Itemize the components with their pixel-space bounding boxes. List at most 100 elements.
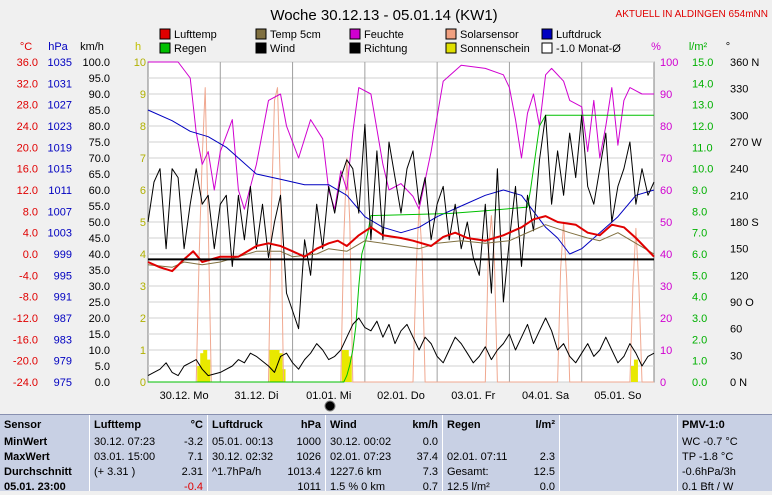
rain-tick-11: 4.0 [692, 292, 707, 304]
legend-swatch-5 [159, 42, 171, 54]
kmh-tick-19: 5.0 [95, 361, 110, 373]
sensor-column: Sensor MinWert MaxWert Durchschnitt 05.0… [0, 415, 88, 493]
current-link[interactable]: AKTUELL IN ALDINGEN 654mNN [616, 9, 768, 20]
rain-tick-7: 8.0 [692, 206, 707, 218]
hpa-tick-9: 999 [54, 249, 72, 261]
unit-hpa: hPa [48, 41, 68, 53]
temp-tick-5: 16.0 [17, 164, 38, 176]
kmh-tick-13: 35.0 [89, 265, 110, 277]
hpa-tick-12: 987 [54, 313, 72, 325]
h-tick-7: 3 [140, 281, 146, 293]
dir-tick-10: 60 [730, 324, 742, 336]
sensor-row-avg: Durchschnitt [4, 466, 72, 478]
lufttemp-current: -0.4 [184, 481, 203, 493]
hpa-tick-6: 1011 [48, 185, 72, 197]
series-regen [148, 114, 654, 383]
lufttemp-header: Lufttemp °C [94, 419, 203, 431]
temp-tick-12: -12.0 [13, 313, 38, 325]
rain-tick-5: 10.0 [692, 164, 713, 176]
temp-tick-2: 28.0 [17, 100, 38, 112]
legend-label-4: Luftdruck [556, 29, 602, 41]
hpa-tick-4: 1019 [48, 142, 72, 154]
unit-percent: % [651, 41, 661, 53]
legend-swatch-1 [255, 28, 267, 40]
x-axis-labels: 30.12. Mo 31.12. Di 01.01. Mi 02.01. Do 03.0… [160, 390, 642, 402]
kmh-tick-9: 55.0 [89, 201, 110, 213]
pmv-wind: 0.1 Bft / W [682, 481, 734, 493]
h-tick-3: 7 [140, 153, 146, 165]
kmh-tick-2: 90.0 [89, 89, 110, 101]
sensor-row-min: MinWert [4, 436, 48, 448]
sunshine-bar-2 [203, 350, 208, 382]
luftdruck-column: Luftdruck hPa 05.01. 00:13 1000 30.12. 02:… [207, 415, 325, 493]
sensor-header: Sensor [4, 419, 42, 431]
hpa-tick-1: 1031 [48, 78, 72, 90]
dir-tick-4: 240 [730, 164, 748, 176]
sunshine-bar-0 [197, 366, 202, 382]
current-position-marker[interactable] [324, 400, 336, 412]
h-tick-10: 0 [140, 377, 146, 389]
legend-label-6: Wind [270, 43, 295, 55]
pmv-windchill: WC -0.7 °C [682, 436, 738, 448]
kmh-tick-10: 50.0 [89, 217, 110, 229]
legend-swatch-7 [349, 42, 361, 54]
legend-label-8: Sonnenschein [460, 43, 530, 55]
rain-tick-3: 12.0 [692, 121, 713, 133]
kmh-tick-6: 70.0 [89, 153, 110, 165]
regen-total: Gesamt: 12.5 [447, 466, 555, 478]
lufttemp-column: Lufttemp °C 30.12. 07:23 -3.2 03.01. 15:00… [89, 415, 207, 493]
pmv-dewpoint: TP -1.8 °C [682, 451, 734, 463]
rain-tick-12: 3.0 [692, 313, 707, 325]
legend-label-7: Richtung [364, 43, 407, 55]
sunshine-bar-3 [206, 359, 211, 382]
rain-tick-13: 2.0 [692, 334, 707, 346]
dir-tick-5: 210 [730, 190, 748, 202]
rain-tick-0: 15.0 [692, 57, 713, 69]
series-luftdruck [147, 109, 655, 255]
percent-tick-6: 40 [660, 249, 672, 261]
legend: Lufttemp Temp 5cm Feuchte Solarsensor Luftdr… [159, 28, 621, 55]
day-label-1: 31.12. Di [234, 390, 278, 402]
day-label-4: 03.01. Fr [451, 390, 495, 402]
sunshine-bar-13 [633, 359, 638, 382]
hpa-tick-7: 1007 [48, 206, 72, 218]
rain-tick-6: 9.0 [692, 185, 707, 197]
temp-tick-13: -16.0 [13, 334, 38, 346]
dir-tick-9: 90 O [730, 297, 754, 309]
sensor-row-max: MaxWert [4, 451, 50, 463]
wind-current: 1.5 % 0 km 0.7 [330, 481, 438, 493]
rain-tick-1: 14.0 [692, 78, 713, 90]
hpa-tick-2: 1027 [48, 100, 72, 112]
kmh-tick-17: 15.0 [89, 329, 110, 341]
regen-header: Regen l/m² [447, 419, 555, 431]
series-lufttemp [147, 215, 655, 273]
sunshine-bar-7 [278, 353, 283, 382]
regen-min [443, 435, 559, 450]
luftdruck-header: Luftdruck hPa [212, 419, 321, 431]
kmh-tick-16: 20.0 [89, 313, 110, 325]
axis-labels: 36.032.028.024.020.016.012.08.04.00.0-4.… [13, 57, 762, 389]
legend-label-0: Lufttemp [174, 29, 217, 41]
legend-swatch-8 [445, 42, 457, 54]
lufttemp-avg: (+ 3.31 ) 2.31 [94, 466, 203, 478]
statistics-table: Sensor MinWert MaxWert Durchschnitt 05.0… [0, 414, 772, 493]
dir-tick-3: 270 W [730, 137, 762, 149]
dir-tick-11: 30 [730, 350, 742, 362]
percent-tick-5: 50 [660, 217, 672, 229]
legend-swatch-9 [541, 42, 553, 54]
hpa-tick-13: 983 [54, 334, 72, 346]
wind-avg: 1227.6 km 7.3 [330, 466, 438, 478]
h-tick-2: 8 [140, 121, 146, 133]
series-richtung [147, 114, 655, 330]
h-tick-8: 2 [140, 313, 146, 325]
luftdruck-current: 1011 [297, 481, 321, 493]
kmh-tick-18: 10.0 [89, 345, 110, 357]
luftdruck-min: 05.01. 00:13 1000 [212, 436, 321, 448]
legend-swatch-6 [255, 42, 267, 54]
sensor-row-current: 05.01. 23:00 [4, 481, 66, 493]
legend-label-1: Temp 5cm [270, 29, 321, 41]
wind-column: Wind km/h 30.12. 00:02 0.0 02.01. 07:23 37.… [325, 415, 442, 493]
series-feuchte [148, 61, 654, 210]
hpa-tick-5: 1015 [48, 164, 72, 176]
regen-column: Regen l/m² 02.01. 07:11 2.3 Gesamt: 12.5 12… [442, 415, 559, 493]
